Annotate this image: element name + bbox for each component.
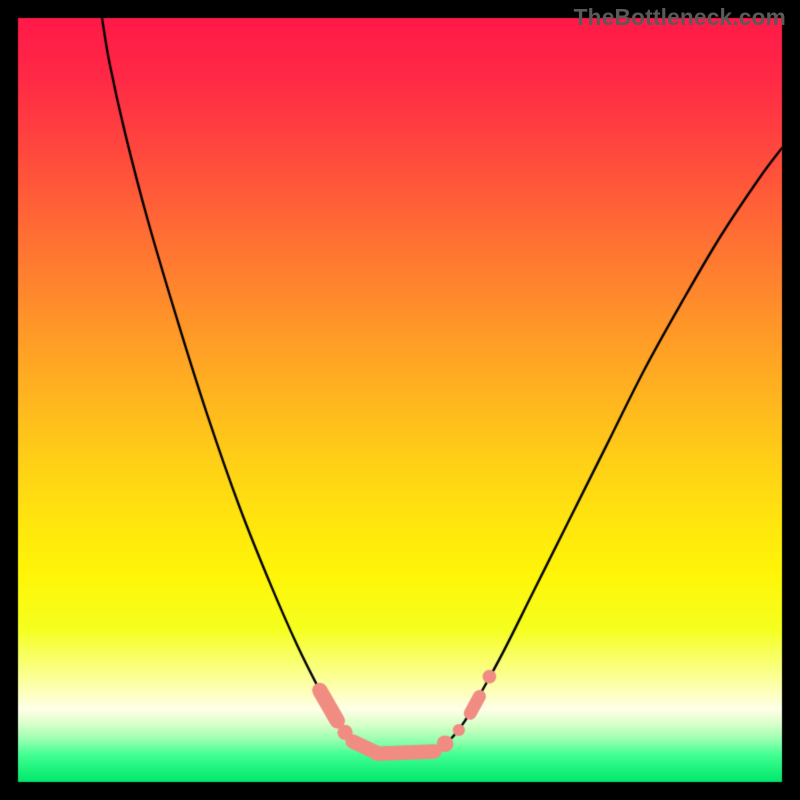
bottleneck-curve-canvas — [0, 0, 800, 800]
watermark-text: TheBottleneck.com — [574, 4, 786, 31]
chart-stage: TheBottleneck.com — [0, 0, 800, 800]
